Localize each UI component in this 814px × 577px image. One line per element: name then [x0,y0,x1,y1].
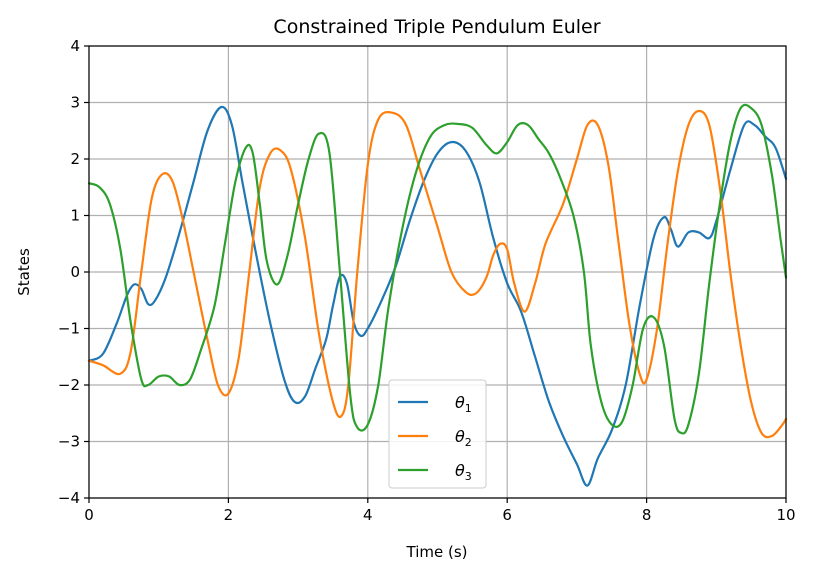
y-tick-label: 2 [70,150,80,168]
y-axis-label: States [15,248,33,296]
legend-entry-name: θ [455,427,465,446]
series-line-theta-3 [87,103,788,435]
legend-entry-name: θ [455,461,465,480]
x-tick-label: 8 [642,506,652,524]
legend-frame [388,379,487,489]
legend-entry-subscript: 3 [465,470,472,483]
series-line-theta-2 [87,109,788,439]
y-tick-label: −1 [58,320,80,338]
series-group [87,103,788,487]
x-tick-label: 0 [84,506,94,524]
axis-ticks: 0 2 4 6 8 10 −4 −3 −2 −1 0 1 2 3 4 [58,37,796,524]
x-axis-label: Time (s) [406,543,468,561]
y-tick-label: −2 [58,376,80,394]
legend-entry-subscript: 2 [465,436,472,449]
y-tick-label: 3 [70,94,80,112]
legend-entry-subscript: 1 [465,402,472,415]
legend-entry-label: θ1 [455,393,472,415]
legend-entry-label: θ2 [455,427,472,449]
chart-title: Constrained Triple Pendulum Euler [273,16,600,38]
series-line-theta-1 [87,105,788,487]
legend-entry-label: θ3 [455,461,472,483]
y-tick-label: 1 [70,207,80,225]
y-tick-label: 4 [70,37,80,55]
y-tick-label: −3 [58,433,80,451]
x-tick-label: 10 [776,506,795,524]
x-tick-label: 2 [224,506,234,524]
legend-entry-name: θ [455,393,465,412]
x-tick-label: 4 [363,506,373,524]
y-tick-label: 0 [70,263,80,281]
x-tick-label: 6 [502,506,512,524]
y-tick-label: −4 [58,489,80,507]
